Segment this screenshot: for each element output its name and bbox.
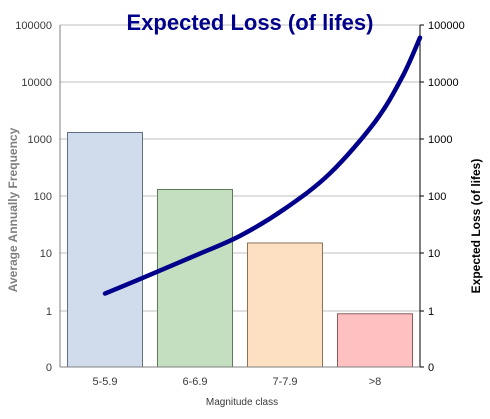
bar [157,189,233,368]
y-tick-label-left: 100 [34,191,52,203]
x-axis-title: Magnitude class [206,397,278,408]
chart-title: Expected Loss (of lifes) [127,10,374,35]
y-tick-label-right: 10000 [428,77,459,89]
x-tick-label: >8 [369,376,382,388]
y-tick-label-right: 10 [428,248,440,260]
expected-loss-line [102,35,423,296]
x-tick-label: 5-5.9 [92,376,117,388]
bar [337,313,413,368]
bar [67,132,143,368]
y-axis-right-title: Expected Loss (of lifes) [469,159,483,294]
x-tick-label: 7-7.9 [272,376,297,388]
y-tick-label-left: 0 [46,362,52,374]
y-tick-label-right: 1 [428,306,434,318]
y-tick-label-left: 1000 [28,134,52,146]
y-tick-label-right: 100 [428,191,446,203]
y-tick-label-left: 1 [46,306,52,318]
y-axis-left-title: Average Annually Frequency [6,127,20,292]
y-tick-label-left: 10 [40,248,52,260]
y-tick-label-right: 1000 [428,134,452,146]
y-tick-label-right: 100000 [428,20,465,32]
bar [247,242,323,368]
y-tick-label-left: 100000 [15,20,52,32]
x-tick-label: 6-6.9 [182,376,207,388]
y-tick-label-right: 0 [428,362,434,374]
y-tick-label-left: 10000 [21,77,52,89]
